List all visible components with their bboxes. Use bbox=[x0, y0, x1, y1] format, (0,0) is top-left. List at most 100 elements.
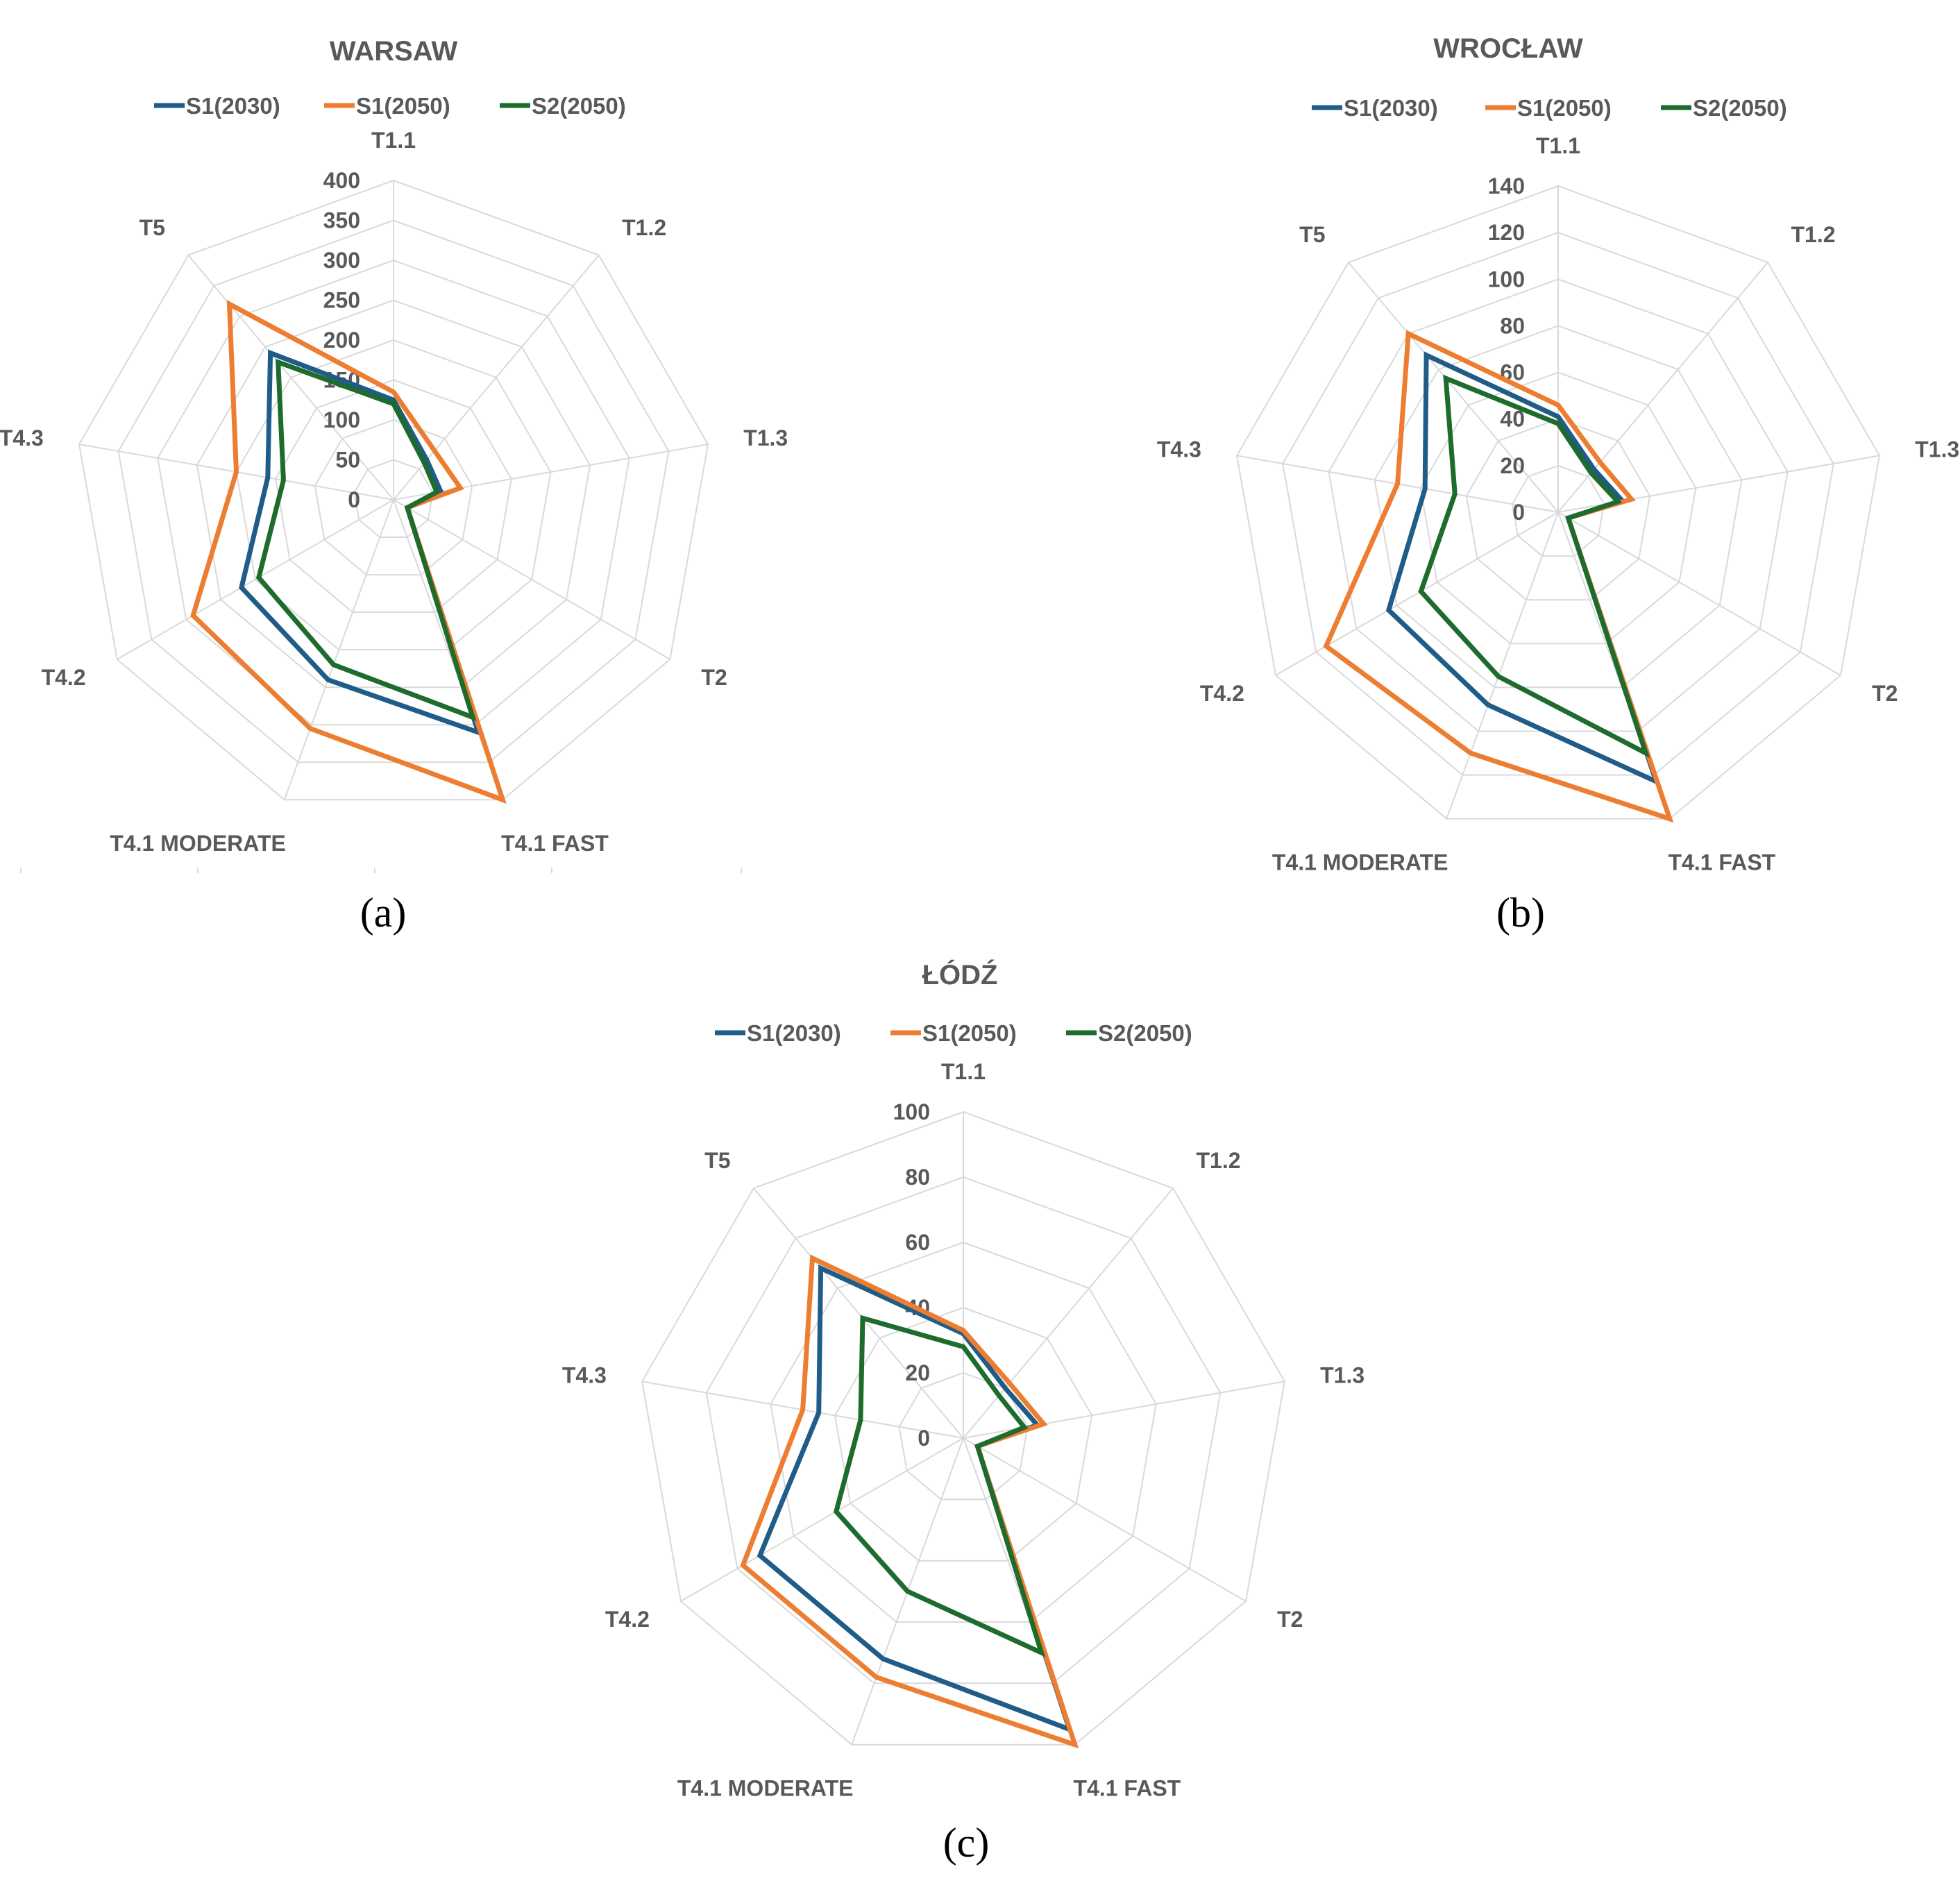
radar-panel-lodz: ŁÓDŹ S1(2030) S1(2050) S2(2050) 0204060801… bbox=[562, 958, 1365, 1866]
grid-spoke bbox=[680, 1437, 964, 1602]
legend-label: S1(2030) bbox=[1344, 95, 1438, 121]
grid-ring bbox=[705, 1176, 1222, 1684]
series-line-s12050 bbox=[1323, 330, 1674, 823]
category-label: T1.1 bbox=[371, 128, 416, 153]
category-labels: T1.1 T1.2 T1.3 T2 T4.1 FAST T4.1 MODERATE T4.2… bbox=[0, 128, 788, 856]
category-label: T4.2 bbox=[605, 1607, 650, 1632]
category-label: T1.1 bbox=[1536, 133, 1580, 158]
series-line-s22050 bbox=[255, 358, 477, 722]
category-label: T1.3 bbox=[1915, 437, 1959, 462]
radial-tick-label: 20 bbox=[1500, 453, 1525, 478]
category-label: T2 bbox=[701, 665, 727, 690]
series-line-s12030 bbox=[239, 349, 482, 736]
legend-label: S1(2030) bbox=[186, 93, 280, 119]
radial-tick-label: 60 bbox=[905, 1230, 930, 1255]
legend: S1(2030) S1(2050) S2(2050) bbox=[154, 93, 626, 119]
category-label: T4.2 bbox=[1200, 681, 1244, 706]
radial-tick-label: 50 bbox=[335, 448, 360, 473]
panel-caption: (a) bbox=[360, 890, 407, 936]
grid-ring bbox=[1282, 232, 1834, 776]
radial-tick-label: 20 bbox=[905, 1360, 930, 1385]
grid-ring bbox=[641, 1110, 1285, 1746]
grid-spoke bbox=[963, 1188, 1174, 1439]
chart-title: WROCŁAW bbox=[1433, 33, 1583, 64]
category-label: T4.3 bbox=[562, 1362, 607, 1387]
radial-tick-label: 300 bbox=[323, 248, 360, 273]
grid-ring bbox=[1419, 371, 1697, 645]
category-label: T4.3 bbox=[0, 425, 44, 450]
grid-spoke bbox=[1557, 512, 1841, 676]
category-label: T1.3 bbox=[743, 425, 788, 450]
radial-tick-label: 400 bbox=[323, 168, 360, 193]
category-labels: T1.1 T1.2 T1.3 T2 T4.1 FAST T4.1 MODERATE T4.2… bbox=[562, 1059, 1365, 1801]
category-label: T4.1 FAST bbox=[1668, 850, 1776, 875]
legend-label: S1(2050) bbox=[922, 1020, 1017, 1046]
series-line-s12030 bbox=[757, 1264, 1074, 1734]
radial-tick-label: 100 bbox=[893, 1099, 930, 1124]
category-labels: T1.1 T1.2 T1.3 T2 T4.1 FAST T4.1 MODERATE T4.2… bbox=[1157, 133, 1959, 875]
radial-tick-label: 250 bbox=[323, 288, 360, 313]
category-label: T4.1 FAST bbox=[1074, 1776, 1181, 1801]
grid-ring bbox=[275, 379, 512, 614]
legend-label: S2(2050) bbox=[1693, 95, 1787, 121]
legend-label: S2(2050) bbox=[532, 93, 626, 119]
category-label: T1.3 bbox=[1320, 1362, 1365, 1387]
series-line-s22050 bbox=[1418, 374, 1650, 759]
category-label: T5 bbox=[140, 215, 165, 240]
radar-grid bbox=[641, 1110, 1285, 1746]
legend-label: S1(2050) bbox=[1517, 95, 1612, 121]
series-line-s12030 bbox=[1385, 351, 1661, 786]
legend: S1(2030) S1(2050) S2(2050) bbox=[1312, 95, 1787, 121]
grid-ring bbox=[1374, 325, 1743, 689]
legend: S1(2030) S1(2050) S2(2050) bbox=[715, 1020, 1192, 1046]
panel-caption: (b) bbox=[1496, 890, 1545, 936]
grid-spoke bbox=[753, 1188, 964, 1439]
category-label: T2 bbox=[1277, 1607, 1303, 1632]
grid-ring bbox=[235, 339, 552, 651]
radar-grid bbox=[1236, 185, 1880, 820]
grid-ring bbox=[834, 1306, 1093, 1562]
series-line-s22050 bbox=[833, 1315, 1046, 1657]
grid-ring bbox=[117, 219, 670, 763]
grid-ring bbox=[314, 419, 473, 576]
grid-spoke bbox=[283, 499, 394, 800]
category-label: T1.2 bbox=[1197, 1148, 1241, 1173]
category-label: T4.3 bbox=[1157, 437, 1201, 462]
grid-ring bbox=[1328, 278, 1789, 732]
grid-ring bbox=[78, 179, 709, 801]
category-label: T5 bbox=[704, 1148, 730, 1173]
radial-tick-label: 80 bbox=[1500, 313, 1525, 338]
series-lines bbox=[1323, 330, 1674, 823]
grid-spoke bbox=[1348, 262, 1559, 513]
radial-tick-label: 100 bbox=[323, 407, 360, 432]
category-label: T4.1 MODERATE bbox=[1272, 850, 1448, 875]
category-label: T2 bbox=[1872, 681, 1898, 706]
series-lines bbox=[740, 1254, 1079, 1749]
grid-spoke bbox=[117, 499, 394, 660]
grid-ring bbox=[898, 1371, 1029, 1501]
radial-tick-label: 120 bbox=[1488, 220, 1525, 245]
radial-tick-label: 80 bbox=[905, 1165, 930, 1190]
grid-ring bbox=[770, 1241, 1157, 1623]
grid-ring bbox=[1511, 464, 1605, 557]
radial-tick-label: 0 bbox=[918, 1426, 930, 1451]
grid-spoke bbox=[1446, 512, 1559, 820]
series-line-s12050 bbox=[740, 1254, 1079, 1749]
radar-grid bbox=[78, 179, 709, 801]
grid-spoke bbox=[963, 1437, 1247, 1602]
legend-label: S1(2050) bbox=[356, 93, 450, 119]
grid-spoke bbox=[187, 254, 394, 500]
series-lines bbox=[190, 300, 507, 804]
chart-title: WARSAW bbox=[330, 36, 458, 67]
category-label: T4.1 MODERATE bbox=[110, 831, 286, 856]
radial-tick-label: 350 bbox=[323, 208, 360, 233]
category-label: T4.1 FAST bbox=[501, 831, 609, 856]
radar-panel-warsaw: WARSAW S1(2030) S1(2050) S2(2050) 05010015… bbox=[0, 36, 788, 936]
grid-ring bbox=[1465, 418, 1651, 601]
legend-label: S2(2050) bbox=[1098, 1020, 1192, 1046]
legend-label: S1(2030) bbox=[747, 1020, 841, 1046]
grid-ring bbox=[1236, 185, 1880, 820]
radial-tick-label: 200 bbox=[323, 328, 360, 353]
